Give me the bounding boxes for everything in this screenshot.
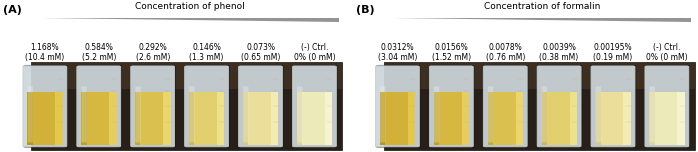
FancyBboxPatch shape [493,92,516,145]
FancyBboxPatch shape [297,92,302,145]
FancyBboxPatch shape [547,92,570,145]
FancyBboxPatch shape [384,62,695,89]
Text: 0.0039%
(0.38 mM): 0.0039% (0.38 mM) [540,43,579,62]
FancyBboxPatch shape [194,92,217,145]
FancyBboxPatch shape [140,92,163,145]
Text: (B): (B) [356,5,375,15]
FancyBboxPatch shape [484,65,528,148]
FancyBboxPatch shape [434,86,439,142]
FancyBboxPatch shape [239,66,283,147]
FancyBboxPatch shape [376,66,419,147]
FancyBboxPatch shape [31,62,342,150]
FancyBboxPatch shape [82,86,87,142]
FancyBboxPatch shape [429,66,473,147]
FancyBboxPatch shape [243,86,248,142]
FancyBboxPatch shape [595,86,601,142]
FancyBboxPatch shape [655,92,677,145]
FancyBboxPatch shape [385,92,408,145]
Text: 1.168%
(10.4 mM): 1.168% (10.4 mM) [25,43,64,62]
Text: (-) Ctrl.
0% (0 mM): (-) Ctrl. 0% (0 mM) [294,43,335,62]
FancyBboxPatch shape [189,86,195,142]
FancyBboxPatch shape [55,92,63,145]
FancyBboxPatch shape [23,65,68,148]
FancyBboxPatch shape [185,65,230,148]
FancyBboxPatch shape [293,65,338,148]
FancyBboxPatch shape [325,92,332,145]
FancyBboxPatch shape [239,65,284,148]
FancyBboxPatch shape [591,66,635,147]
FancyBboxPatch shape [27,86,33,142]
FancyBboxPatch shape [31,62,342,89]
FancyBboxPatch shape [248,92,271,145]
Text: 0.0312%
(3.04 mM): 0.0312% (3.04 mM) [378,43,417,62]
FancyBboxPatch shape [302,92,325,145]
FancyBboxPatch shape [384,62,695,150]
FancyBboxPatch shape [488,86,493,142]
Text: Concentration of phenol: Concentration of phenol [135,2,245,10]
FancyBboxPatch shape [33,92,55,145]
FancyBboxPatch shape [23,66,67,147]
FancyBboxPatch shape [82,92,87,145]
FancyBboxPatch shape [542,92,547,145]
FancyBboxPatch shape [376,65,421,148]
FancyBboxPatch shape [408,92,415,145]
FancyBboxPatch shape [439,92,462,145]
FancyBboxPatch shape [645,66,689,147]
FancyBboxPatch shape [542,86,547,142]
FancyBboxPatch shape [601,92,623,145]
Text: 0.146%
(1.3 mM): 0.146% (1.3 mM) [189,43,224,62]
FancyBboxPatch shape [434,92,439,145]
FancyBboxPatch shape [646,65,690,148]
FancyBboxPatch shape [430,65,475,148]
FancyBboxPatch shape [189,92,194,145]
FancyBboxPatch shape [483,66,527,147]
FancyBboxPatch shape [87,92,110,145]
Text: 0.0078%
(0.76 mM): 0.0078% (0.76 mM) [486,43,525,62]
FancyBboxPatch shape [649,92,655,145]
FancyBboxPatch shape [271,92,279,145]
Text: Concentration of formalin: Concentration of formalin [484,2,601,10]
Text: (A): (A) [3,5,22,15]
Text: (-) Ctrl.
0% (0 mM): (-) Ctrl. 0% (0 mM) [646,43,688,62]
FancyBboxPatch shape [623,92,631,145]
Text: 0.0156%
(1.52 mM): 0.0156% (1.52 mM) [432,43,471,62]
Text: 0.073%
(0.65 mM): 0.073% (0.65 mM) [241,43,280,62]
FancyBboxPatch shape [292,66,336,147]
Text: 0.00195%
(0.19 mM): 0.00195% (0.19 mM) [593,43,632,62]
FancyBboxPatch shape [488,92,493,145]
FancyBboxPatch shape [77,65,122,148]
FancyBboxPatch shape [297,86,302,142]
FancyBboxPatch shape [243,92,248,145]
FancyBboxPatch shape [537,65,582,148]
FancyBboxPatch shape [131,65,176,148]
Polygon shape [41,18,339,22]
FancyBboxPatch shape [462,92,469,145]
FancyBboxPatch shape [380,86,385,142]
FancyBboxPatch shape [570,92,577,145]
FancyBboxPatch shape [537,66,581,147]
FancyBboxPatch shape [591,65,637,148]
FancyBboxPatch shape [595,92,601,145]
Text: 0.584%
(5.2 mM): 0.584% (5.2 mM) [82,43,116,62]
FancyBboxPatch shape [185,66,228,147]
FancyBboxPatch shape [77,66,121,147]
Polygon shape [394,18,691,22]
FancyBboxPatch shape [163,92,170,145]
FancyBboxPatch shape [110,92,117,145]
FancyBboxPatch shape [27,92,33,145]
FancyBboxPatch shape [516,92,523,145]
FancyBboxPatch shape [217,92,225,145]
Text: 0.292%
(2.6 mM): 0.292% (2.6 mM) [135,43,170,62]
FancyBboxPatch shape [380,92,385,145]
FancyBboxPatch shape [131,66,174,147]
FancyBboxPatch shape [650,86,655,142]
FancyBboxPatch shape [135,92,140,145]
FancyBboxPatch shape [677,92,685,145]
FancyBboxPatch shape [135,86,141,142]
